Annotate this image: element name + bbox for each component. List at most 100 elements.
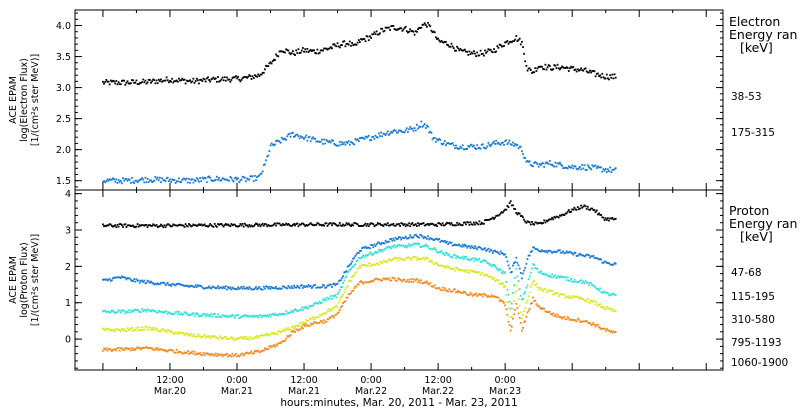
- proton-point: [153, 329, 156, 331]
- proton-point: [572, 253, 575, 256]
- electron-point: [446, 43, 448, 46]
- electron-point: [221, 76, 224, 79]
- proton-point: [344, 271, 347, 273]
- electron-point: [432, 137, 435, 139]
- proton-point: [176, 351, 179, 354]
- proton-point: [167, 284, 170, 286]
- proton-point: [542, 307, 544, 310]
- electron-point: [467, 145, 470, 147]
- proton-point: [164, 329, 167, 332]
- proton-point: [442, 289, 445, 292]
- proton-point: [131, 327, 133, 329]
- proton-point: [190, 313, 193, 316]
- proton-point: [198, 315, 200, 318]
- proton-point: [538, 250, 541, 252]
- proton-point: [268, 334, 271, 337]
- proton-point: [475, 292, 477, 295]
- proton-point: [186, 334, 189, 337]
- proton-point: [164, 226, 167, 229]
- proton-point: [178, 351, 180, 353]
- electron-point: [355, 44, 358, 46]
- proton-point: [266, 225, 269, 228]
- proton-point: [542, 289, 544, 292]
- proton-point: [462, 258, 465, 260]
- proton-point: [384, 277, 387, 280]
- electron-point: [161, 177, 163, 180]
- electron-point: [498, 143, 501, 145]
- electron-point: [121, 182, 123, 185]
- proton-point: [311, 323, 313, 326]
- electron-point: [264, 68, 266, 71]
- proton-point: [542, 250, 544, 253]
- proton-point: [265, 333, 267, 335]
- proton-point: [360, 280, 362, 282]
- proton-point: [192, 312, 195, 314]
- proton-point: [547, 249, 550, 252]
- x-axis-label: hours:minutes, Mar. 20, 2011 - Mar. 23, …: [280, 397, 517, 409]
- proton-point: [200, 315, 203, 318]
- proton-point: [611, 292, 614, 295]
- electron-point: [295, 133, 298, 136]
- proton-point: [514, 291, 517, 294]
- electron-point: [493, 140, 495, 143]
- electron-point: [115, 80, 118, 82]
- proton-point: [156, 282, 159, 285]
- proton-point: [194, 224, 197, 227]
- electron-point: [361, 136, 363, 139]
- proton-point: [238, 355, 241, 358]
- proton-point: [485, 249, 487, 252]
- proton-point: [579, 279, 581, 282]
- x-tick-date-5: Mar.23: [489, 386, 521, 397]
- proton-point: [585, 299, 588, 302]
- proton-point: [560, 316, 562, 318]
- proton-point: [207, 353, 209, 356]
- proton-point: [504, 271, 506, 274]
- proton-point: [427, 282, 429, 285]
- proton-point: [538, 222, 541, 225]
- proton-point: [359, 264, 361, 267]
- proton-point: [547, 275, 550, 278]
- proton-point: [583, 299, 586, 302]
- proton-point: [184, 223, 187, 225]
- electron-point: [324, 47, 327, 50]
- proton-point: [332, 294, 334, 297]
- proton-point: [574, 252, 577, 254]
- proton-point: [545, 249, 548, 252]
- proton-point: [318, 321, 321, 324]
- electron-point: [149, 79, 151, 81]
- electron-point: [572, 167, 575, 170]
- electron-point: [254, 174, 256, 177]
- electron-point: [238, 181, 241, 184]
- electron-point: [133, 182, 136, 184]
- proton-point: [152, 223, 155, 226]
- electron-point: [443, 140, 446, 142]
- proton-point: [557, 249, 560, 252]
- proton-point: [156, 329, 159, 332]
- proton-point: [316, 316, 319, 319]
- proton-point: [611, 264, 614, 266]
- proton-point: [508, 267, 511, 270]
- proton-point: [297, 325, 300, 328]
- electron-point: [130, 82, 132, 85]
- proton-point: [130, 349, 132, 352]
- electron-point: [417, 28, 419, 31]
- proton-point: [179, 331, 181, 334]
- proton-point: [107, 224, 110, 227]
- proton-point: [554, 251, 557, 253]
- electron-point: [595, 167, 598, 169]
- proton-point: [355, 270, 358, 273]
- electron-point: [245, 180, 247, 183]
- proton-point: [113, 276, 115, 279]
- electron-point: [133, 81, 136, 84]
- proton-point: [518, 317, 521, 319]
- proton-point: [188, 223, 190, 225]
- proton-point: [220, 337, 223, 339]
- proton-point: [502, 300, 504, 303]
- proton-point: [585, 319, 588, 322]
- proton-point: [361, 264, 363, 266]
- proton-point: [564, 252, 567, 254]
- electron-point: [231, 77, 234, 79]
- proton-point: [204, 352, 207, 355]
- electron-point: [326, 140, 329, 142]
